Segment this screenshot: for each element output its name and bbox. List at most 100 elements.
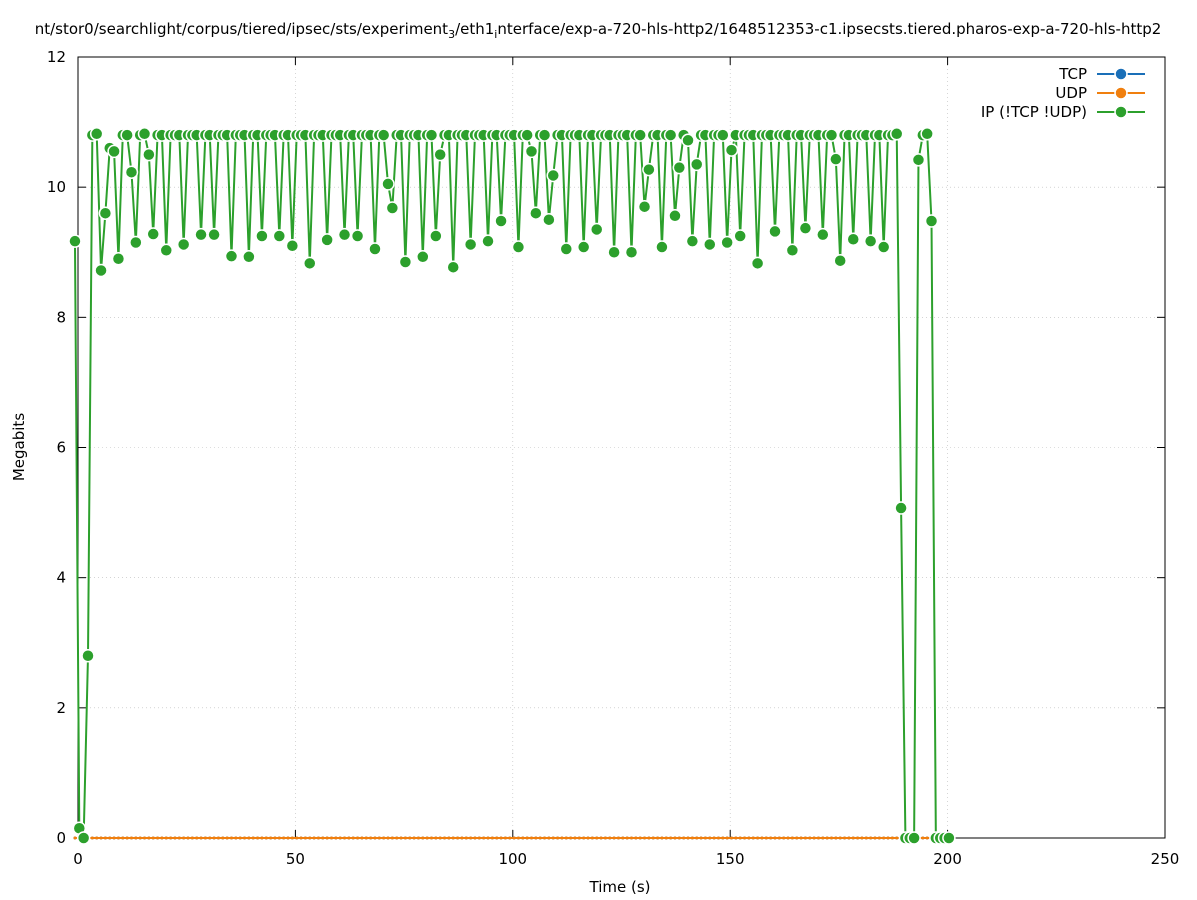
- data-point: [212, 836, 216, 840]
- series-line: [73, 132, 949, 839]
- data-point: [863, 234, 878, 248]
- data-point: [920, 127, 934, 141]
- data-point: [821, 836, 825, 840]
- data-point: [169, 836, 173, 840]
- data-point: [495, 836, 499, 840]
- data-point: [177, 836, 181, 840]
- data-point: [429, 229, 443, 243]
- data-point: [456, 836, 460, 840]
- data-point: [512, 836, 516, 840]
- data-point: [376, 128, 391, 142]
- data-point: [924, 214, 939, 228]
- data-point: [242, 250, 256, 264]
- legend-label: UDP: [1055, 84, 1087, 102]
- data-point: [838, 836, 842, 840]
- data-point: [229, 836, 233, 840]
- data-point: [338, 836, 342, 840]
- data-point: [124, 165, 139, 179]
- data-point: [111, 252, 126, 266]
- data-point: [234, 836, 238, 840]
- data-point: [112, 836, 116, 840]
- x-tick-label: 200: [933, 850, 962, 868]
- data-point: [412, 836, 416, 840]
- y-tick-label: 4: [56, 569, 66, 587]
- data-point: [425, 836, 429, 840]
- data-point: [790, 836, 794, 840]
- data-point: [251, 836, 255, 840]
- data-point: [799, 836, 803, 840]
- data-point: [146, 227, 160, 241]
- data-point: [337, 227, 352, 242]
- data-point: [942, 831, 956, 845]
- data-point: [798, 221, 813, 235]
- data-point: [521, 836, 525, 840]
- data-point: [769, 836, 773, 840]
- data-point: [829, 152, 843, 166]
- data-point: [129, 235, 143, 250]
- data-point: [803, 836, 807, 840]
- data-point: [186, 836, 190, 840]
- data-point: [569, 836, 573, 840]
- data-point: [703, 237, 717, 252]
- y-tick-label: 6: [56, 439, 66, 457]
- data-point: [525, 836, 529, 840]
- data-point: [824, 128, 839, 142]
- data-point: [225, 836, 229, 840]
- data-point: [695, 836, 699, 840]
- data-point: [708, 836, 712, 840]
- data-point: [285, 238, 300, 253]
- data-point: [190, 836, 194, 840]
- data-point: [364, 836, 368, 840]
- data-point: [607, 245, 621, 259]
- data-point: [221, 836, 225, 840]
- data-point: [443, 836, 447, 840]
- data-point: [529, 206, 543, 220]
- data-point: [825, 836, 829, 840]
- data-point: [302, 256, 317, 271]
- data-point: [511, 240, 526, 254]
- plot-border: [77, 56, 1166, 839]
- data-point: [351, 836, 355, 840]
- data-point: [164, 836, 168, 840]
- y-axis-label: Megabits: [10, 413, 28, 481]
- data-point: [90, 836, 94, 840]
- data-point: [76, 831, 91, 845]
- data-point: [308, 836, 312, 840]
- data-point: [299, 836, 303, 840]
- legend-label: IP (!TCP !UDP): [981, 103, 1087, 121]
- data-point: [316, 836, 320, 840]
- data-point: [360, 836, 364, 840]
- data-point: [733, 229, 747, 243]
- data-point: [782, 836, 786, 840]
- data-point: [773, 836, 777, 840]
- data-point: [503, 836, 507, 840]
- data-point: [747, 836, 751, 840]
- data-point: [159, 243, 174, 258]
- data-point: [373, 836, 377, 840]
- data-point: [712, 836, 716, 840]
- data-point: [382, 836, 386, 840]
- x-tick-label: 50: [286, 850, 305, 868]
- data-point: [321, 836, 325, 840]
- data-point: [176, 237, 191, 252]
- data-point: [286, 836, 290, 840]
- title-part: 3: [448, 28, 455, 41]
- data-point: [256, 836, 260, 840]
- data-point: [808, 836, 812, 840]
- data-point: [812, 836, 816, 840]
- data-point: [547, 836, 551, 840]
- data-point: [590, 836, 594, 840]
- data-point: [876, 240, 891, 254]
- data-point: [655, 240, 669, 254]
- data-point: [595, 836, 599, 840]
- legend-marker: [1114, 105, 1128, 119]
- data-point: [895, 836, 899, 840]
- data-point: [129, 836, 133, 840]
- data-point: [386, 836, 390, 840]
- data-point: [137, 127, 152, 141]
- data-point: [99, 836, 103, 840]
- data-point: [194, 227, 208, 242]
- data-point: [864, 836, 868, 840]
- legend-marker: [1114, 86, 1128, 100]
